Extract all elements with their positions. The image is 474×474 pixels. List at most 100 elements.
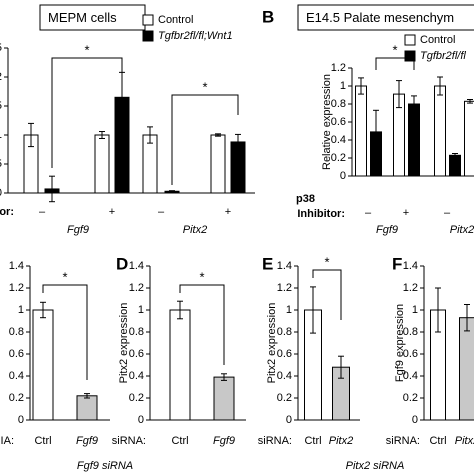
y-tick-label: 0	[340, 170, 346, 182]
y-tick-label: 0.4	[129, 370, 144, 382]
y-tick-label: 1	[412, 304, 418, 316]
y-tick-label: 1.4	[277, 260, 292, 272]
y-tick-label: 0	[286, 414, 292, 426]
y-tick-label: 0.6	[403, 348, 418, 360]
bar	[355, 85, 367, 177]
category-heading: IA:	[1, 435, 14, 447]
bar	[464, 100, 474, 177]
legend-label: Control	[420, 34, 455, 46]
annotation: *	[202, 79, 207, 94]
bar	[449, 154, 461, 177]
bar	[213, 376, 235, 421]
bar	[459, 317, 474, 421]
y-tick-label: 1.5	[0, 100, 2, 112]
annotation: *	[199, 269, 204, 284]
x-tick-label: Pitx2	[455, 435, 474, 447]
x-tick-label: –	[365, 207, 372, 219]
annotation: *	[392, 42, 397, 57]
group-caption: Fgf9 siRNA	[77, 460, 133, 472]
category-heading: Inhibitor:	[297, 208, 345, 220]
group-label: Pitx2	[450, 224, 474, 236]
y-tick-label: 1	[0, 129, 2, 141]
y-tick-label: 1	[138, 304, 144, 316]
legend-swatch	[142, 14, 154, 26]
y-tick-label: 1.2	[9, 282, 24, 294]
y-tick-label: 0.2	[9, 392, 24, 404]
group-label: Fgf9	[376, 224, 398, 236]
annotation: *	[84, 42, 89, 57]
significance-bracket	[42, 284, 88, 380]
y-tick-label: 1.2	[277, 282, 292, 294]
bar	[76, 395, 98, 421]
y-tick-label: 0.5	[0, 158, 2, 170]
x-tick-label: Ctrl	[304, 435, 321, 447]
category-heading: siRNA:	[386, 435, 420, 447]
title-box	[297, 4, 474, 31]
significance-bracket	[179, 284, 225, 365]
chart-title: E14.5 Palate mesenchym	[306, 10, 454, 25]
panel-label: D	[116, 254, 128, 273]
legend-swatch	[142, 30, 154, 42]
panel-label: F	[392, 254, 402, 273]
x-tick-label: –	[39, 206, 46, 218]
y-tick-label: 2	[0, 71, 2, 83]
y-tick-label: 0.8	[277, 326, 292, 338]
legend-label: Control	[158, 14, 193, 26]
y-tick-label: 0.2	[403, 392, 418, 404]
category-heading: or:	[0, 206, 14, 218]
category-heading: siRNA:	[258, 435, 292, 447]
group-label: Pitx2	[183, 224, 207, 236]
y-tick-label: 0.2	[331, 152, 346, 164]
y-tick-label: 0.8	[129, 326, 144, 338]
y-axis-label: Pitx2 expression	[266, 303, 278, 384]
x-tick-label: Ctrl	[429, 435, 446, 447]
x-tick-label: +	[403, 207, 409, 219]
x-tick-label: –	[158, 206, 165, 218]
y-tick-label: 1	[340, 80, 346, 92]
x-tick-label: Pitx2	[329, 435, 353, 447]
y-tick-label: 0.2	[277, 392, 292, 404]
significance-bracket	[312, 269, 342, 320]
y-tick-label: 0	[412, 414, 418, 426]
panel-label: E	[262, 254, 273, 273]
y-tick-label: 0.6	[9, 348, 24, 360]
legend-swatch	[404, 34, 416, 46]
y-tick-label: 1.4	[403, 260, 418, 272]
group-label: Fgf9	[67, 224, 89, 236]
group-caption: Pitx2 siRNA	[346, 460, 405, 472]
bar	[94, 134, 110, 194]
x-tick-label: +	[225, 206, 231, 218]
y-tick-label: 0.4	[403, 370, 418, 382]
chart-title: MEPM cells	[48, 10, 117, 25]
significance-bracket	[171, 94, 239, 185]
y-tick-label: 1.2	[129, 282, 144, 294]
annotation: *	[62, 269, 67, 284]
y-axis-label: Fgf9 expression	[394, 304, 406, 382]
bar	[169, 309, 191, 421]
y-tick-label: 1	[18, 304, 24, 316]
annotation: *	[324, 254, 329, 269]
category-heading: p38	[296, 193, 315, 205]
bar	[32, 309, 54, 421]
y-tick-label: 1.2	[331, 62, 346, 74]
y-tick-label: 0	[138, 414, 144, 426]
y-tick-label: 2.5	[0, 42, 2, 54]
y-tick-label: 0.8	[331, 98, 346, 110]
y-tick-label: 0	[18, 414, 24, 426]
bar	[408, 103, 420, 177]
y-axis-label: Relative expression	[321, 74, 333, 170]
panel-label: B	[262, 7, 274, 26]
y-tick-label: 1.2	[403, 282, 418, 294]
y-tick-label: 0.2	[129, 392, 144, 404]
y-axis-label: Pitx2 expression	[118, 303, 130, 384]
y-tick-label: 0.6	[277, 348, 292, 360]
significance-bracket	[51, 57, 123, 168]
y-tick-label: 1	[286, 304, 292, 316]
bar	[142, 134, 158, 194]
y-tick-label: 0.4	[277, 370, 292, 382]
y-tick-label: 1.4	[9, 260, 24, 272]
y-tick-label: 1.4	[129, 260, 144, 272]
y-tick-label: 0.4	[331, 134, 346, 146]
y-tick-label: 0.4	[9, 370, 24, 382]
